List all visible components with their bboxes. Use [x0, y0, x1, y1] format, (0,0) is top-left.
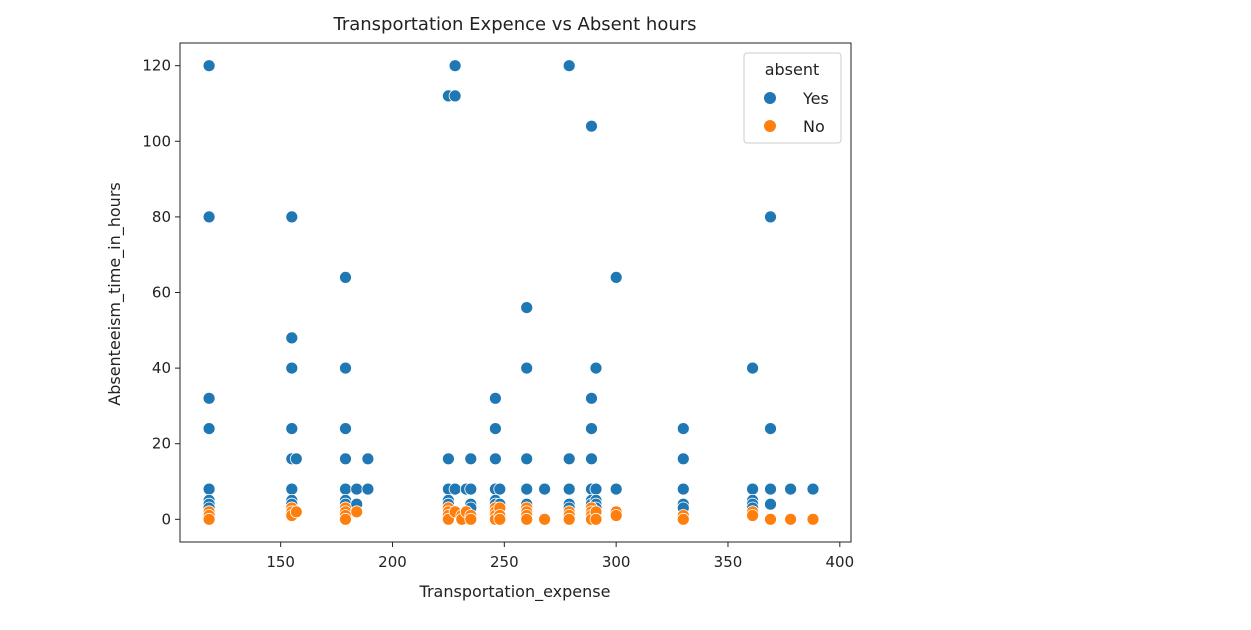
- point-no-10: [339, 512, 352, 526]
- x-tick-label: 400: [825, 553, 854, 571]
- y-axis-ticks: 0 20 40 60 80 100 120: [142, 57, 180, 528]
- point-yes-54: [520, 301, 534, 315]
- point-yes-3: [202, 422, 216, 436]
- point-yes-93: [764, 482, 777, 496]
- point-yes-87: [746, 482, 759, 496]
- point-yes-29: [361, 482, 375, 496]
- point-yes-80: [609, 482, 623, 496]
- legend: absent Yes No: [743, 52, 842, 144]
- point-yes-68: [585, 422, 598, 436]
- point-yes-79: [609, 270, 623, 284]
- point-no-50: [784, 512, 797, 526]
- point-no-51: [806, 512, 820, 526]
- legend-marker-no: [764, 120, 776, 132]
- point-yes-0: [202, 59, 216, 73]
- point-no-44: [609, 509, 623, 522]
- point-yes-75: [589, 482, 603, 496]
- point-yes-4: [202, 482, 216, 496]
- x-tick-label: 350: [714, 553, 743, 571]
- point-yes-11: [285, 422, 299, 436]
- y-tick-label: 20: [152, 435, 171, 453]
- point-yes-10: [285, 361, 299, 375]
- point-no-6: [289, 505, 303, 519]
- legend-marker-yes: [764, 92, 776, 104]
- point-yes-56: [520, 452, 534, 466]
- x-axis-label: Transportation_expense: [419, 582, 611, 602]
- y-tick-label: 40: [152, 359, 171, 377]
- y-tick-label: 60: [152, 284, 171, 302]
- point-yes-96: [806, 482, 820, 496]
- point-yes-20: [339, 422, 352, 436]
- point-no-21: [464, 512, 478, 526]
- point-yes-86: [746, 361, 759, 375]
- point-yes-57: [520, 482, 534, 496]
- point-no-11: [350, 505, 364, 519]
- point-yes-38: [448, 482, 462, 496]
- point-yes-21: [339, 452, 352, 466]
- point-yes-2: [202, 391, 216, 405]
- point-yes-61: [562, 59, 576, 73]
- point-yes-46: [488, 452, 502, 466]
- point-yes-17: [289, 452, 303, 466]
- x-tick-label: 300: [602, 553, 631, 571]
- x-tick-label: 200: [378, 553, 407, 571]
- point-no-32: [520, 512, 534, 526]
- point-yes-37: [448, 89, 462, 103]
- point-yes-9: [285, 331, 299, 345]
- point-yes-41: [464, 482, 478, 496]
- chart-title: Transportation Expence vs Absent hours: [332, 14, 696, 35]
- point-yes-26: [350, 482, 364, 496]
- point-yes-8: [285, 210, 299, 224]
- point-yes-19: [339, 361, 352, 375]
- point-yes-44: [488, 391, 502, 405]
- legend-label-no: No: [803, 117, 825, 136]
- point-yes-13: [285, 482, 299, 496]
- point-yes-22: [339, 482, 352, 496]
- point-no-48: [746, 509, 759, 522]
- x-tick-label: 150: [266, 553, 295, 571]
- point-yes-45: [488, 422, 502, 436]
- point-yes-66: [585, 119, 598, 133]
- point-yes-36: [448, 59, 462, 73]
- point-yes-63: [562, 482, 576, 496]
- data-points: [202, 59, 820, 526]
- x-tick-label: 250: [490, 553, 519, 571]
- point-no-36: [562, 512, 576, 526]
- point-yes-95: [784, 482, 797, 496]
- point-no-46: [676, 512, 690, 526]
- point-yes-60: [538, 482, 551, 496]
- y-axis-label: Absenteeism_time_in_hours: [105, 182, 125, 405]
- point-yes-74: [589, 361, 603, 375]
- point-yes-31: [441, 452, 455, 466]
- point-yes-51: [493, 482, 507, 496]
- y-tick-label: 80: [152, 208, 171, 226]
- point-yes-92: [764, 422, 777, 436]
- point-yes-94: [764, 497, 777, 511]
- point-yes-55: [520, 361, 534, 375]
- point-no-2: [202, 512, 216, 526]
- point-yes-40: [464, 452, 478, 466]
- y-tick-label: 0: [161, 510, 171, 528]
- point-no-42: [589, 512, 603, 526]
- point-yes-28: [361, 452, 375, 466]
- point-yes-69: [585, 452, 598, 466]
- point-yes-62: [562, 452, 576, 466]
- point-no-49: [764, 512, 777, 526]
- point-no-28: [493, 512, 507, 526]
- point-yes-81: [676, 422, 690, 436]
- y-tick-label: 120: [142, 57, 171, 75]
- legend-label-yes: Yes: [802, 89, 829, 108]
- x-axis-ticks: 150 200 250 300 350 400: [266, 542, 854, 571]
- point-yes-1: [202, 210, 216, 224]
- point-yes-82: [676, 452, 690, 466]
- legend-title: absent: [765, 60, 820, 79]
- point-yes-91: [764, 210, 777, 224]
- point-no-33: [538, 512, 551, 526]
- point-yes-83: [676, 482, 690, 496]
- point-yes-67: [585, 391, 598, 405]
- point-yes-18: [339, 270, 352, 284]
- y-tick-label: 100: [142, 132, 171, 150]
